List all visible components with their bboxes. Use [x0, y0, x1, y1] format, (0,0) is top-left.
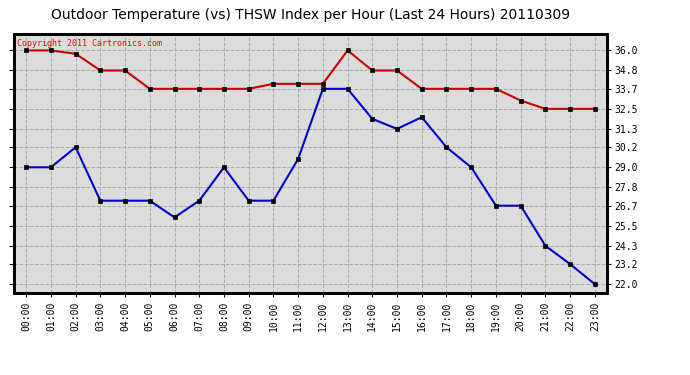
- Text: Outdoor Temperature (vs) THSW Index per Hour (Last 24 Hours) 20110309: Outdoor Temperature (vs) THSW Index per …: [51, 8, 570, 21]
- Text: Copyright 2011 Cartronics.com: Copyright 2011 Cartronics.com: [17, 39, 161, 48]
